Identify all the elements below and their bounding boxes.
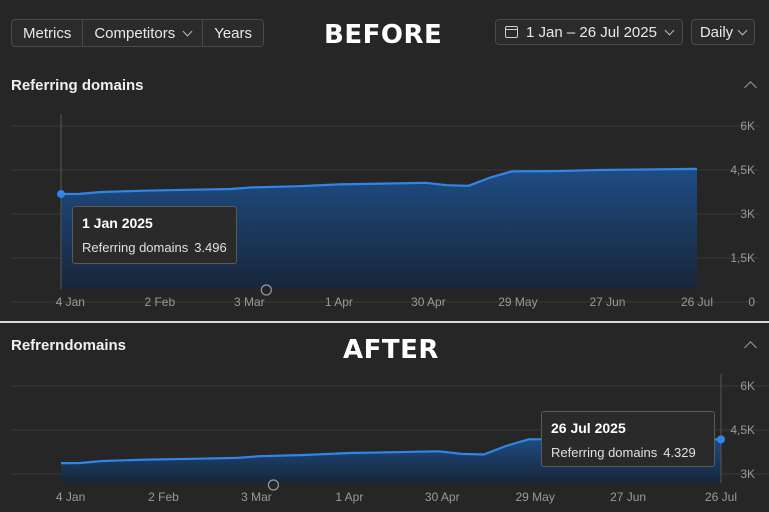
tooltip-after: 26 Jul 2025 Referring domains 4.329 xyxy=(541,411,715,467)
y-tick-label: 4,5K xyxy=(730,423,755,437)
x-tick-label: 27 Jun xyxy=(610,490,646,504)
tab-metrics[interactable]: Metrics xyxy=(12,20,84,46)
y-tick-label: 0 xyxy=(748,295,755,309)
series-line xyxy=(60,167,698,196)
x-tick-label: 30 Apr xyxy=(411,295,446,309)
data-point[interactable] xyxy=(717,435,725,444)
after-banner: AFTER xyxy=(343,335,439,365)
granularity-select[interactable]: Daily xyxy=(691,19,755,45)
chevron-down-icon xyxy=(664,25,675,35)
chevron-down-icon xyxy=(737,25,748,35)
x-tick-label: 2 Feb xyxy=(148,490,179,504)
x-tick-label: 30 Apr xyxy=(425,490,460,504)
y-tick-label: 3K xyxy=(740,467,755,481)
tooltip-row: Referring domains 3.496 xyxy=(82,240,227,255)
x-tick-label: 29 May xyxy=(498,295,537,309)
data-point[interactable] xyxy=(57,190,65,199)
top-toolbar: Metrics Competitors Years BEFORE 1 Jan –… xyxy=(0,0,769,66)
granularity-label: Daily xyxy=(699,23,734,41)
panel-title: Refrerndomains xyxy=(11,337,127,354)
x-tick-label: 3 Mar xyxy=(241,490,272,504)
x-tick-label: 3 Mar xyxy=(234,295,265,309)
x-tick-label: 1 Apr xyxy=(325,295,353,309)
y-tick-label: 3K xyxy=(740,207,755,221)
x-tick-label: 4 Jan xyxy=(56,295,85,309)
tooltip-row: Referring domains 4.329 xyxy=(551,445,705,460)
x-tick-label: 26 Jul xyxy=(681,295,713,309)
collapse-icon[interactable] xyxy=(744,81,757,94)
series-line xyxy=(60,436,722,465)
calendar-icon xyxy=(505,26,518,38)
x-tick-label: 29 May xyxy=(515,490,554,504)
annotation-icon[interactable] xyxy=(260,284,272,296)
tab-competitors-label: Competitors xyxy=(94,24,176,42)
view-switcher: Metrics Competitors Years xyxy=(11,19,265,47)
collapse-icon[interactable] xyxy=(744,341,757,354)
annotation-icon[interactable] xyxy=(267,479,280,491)
date-range-picker[interactable]: 1 Jan – 26 Jul 2025 xyxy=(495,19,683,45)
tooltip-label: Referring domains xyxy=(551,445,658,460)
tooltip-date: 26 Jul 2025 xyxy=(551,420,626,436)
x-tick-label: 4 Jan xyxy=(56,490,85,504)
tooltip-date: 1 Jan 2025 xyxy=(82,215,153,231)
tooltip-before: 1 Jan 2025 Referring domains 3.496 xyxy=(72,206,237,264)
date-range-label: 1 Jan – 26 Jul 2025 xyxy=(526,23,657,41)
tooltip-value: 3.496 xyxy=(194,240,227,255)
y-tick-label: 6K xyxy=(740,119,755,133)
y-tick-label: 4,5K xyxy=(730,163,755,177)
panel-title: Referring domains xyxy=(11,77,144,94)
x-tick-label: 2 Feb xyxy=(144,295,175,309)
x-tick-label: 1 Apr xyxy=(335,490,363,504)
before-banner: BEFORE xyxy=(324,20,443,50)
y-tick-label: 6K xyxy=(740,379,755,393)
tab-years[interactable]: Years xyxy=(214,24,253,42)
tooltip-label: Referring domains xyxy=(82,240,189,255)
tooltip-value: 4.329 xyxy=(663,445,696,460)
divider xyxy=(0,321,769,323)
chevron-down-icon xyxy=(182,26,193,36)
tab-competitors[interactable]: Competitors xyxy=(83,20,204,46)
y-tick-label: 1,5K xyxy=(730,251,755,265)
x-tick-label: 26 Jul xyxy=(705,490,737,504)
x-tick-label: 27 Jun xyxy=(589,295,625,309)
